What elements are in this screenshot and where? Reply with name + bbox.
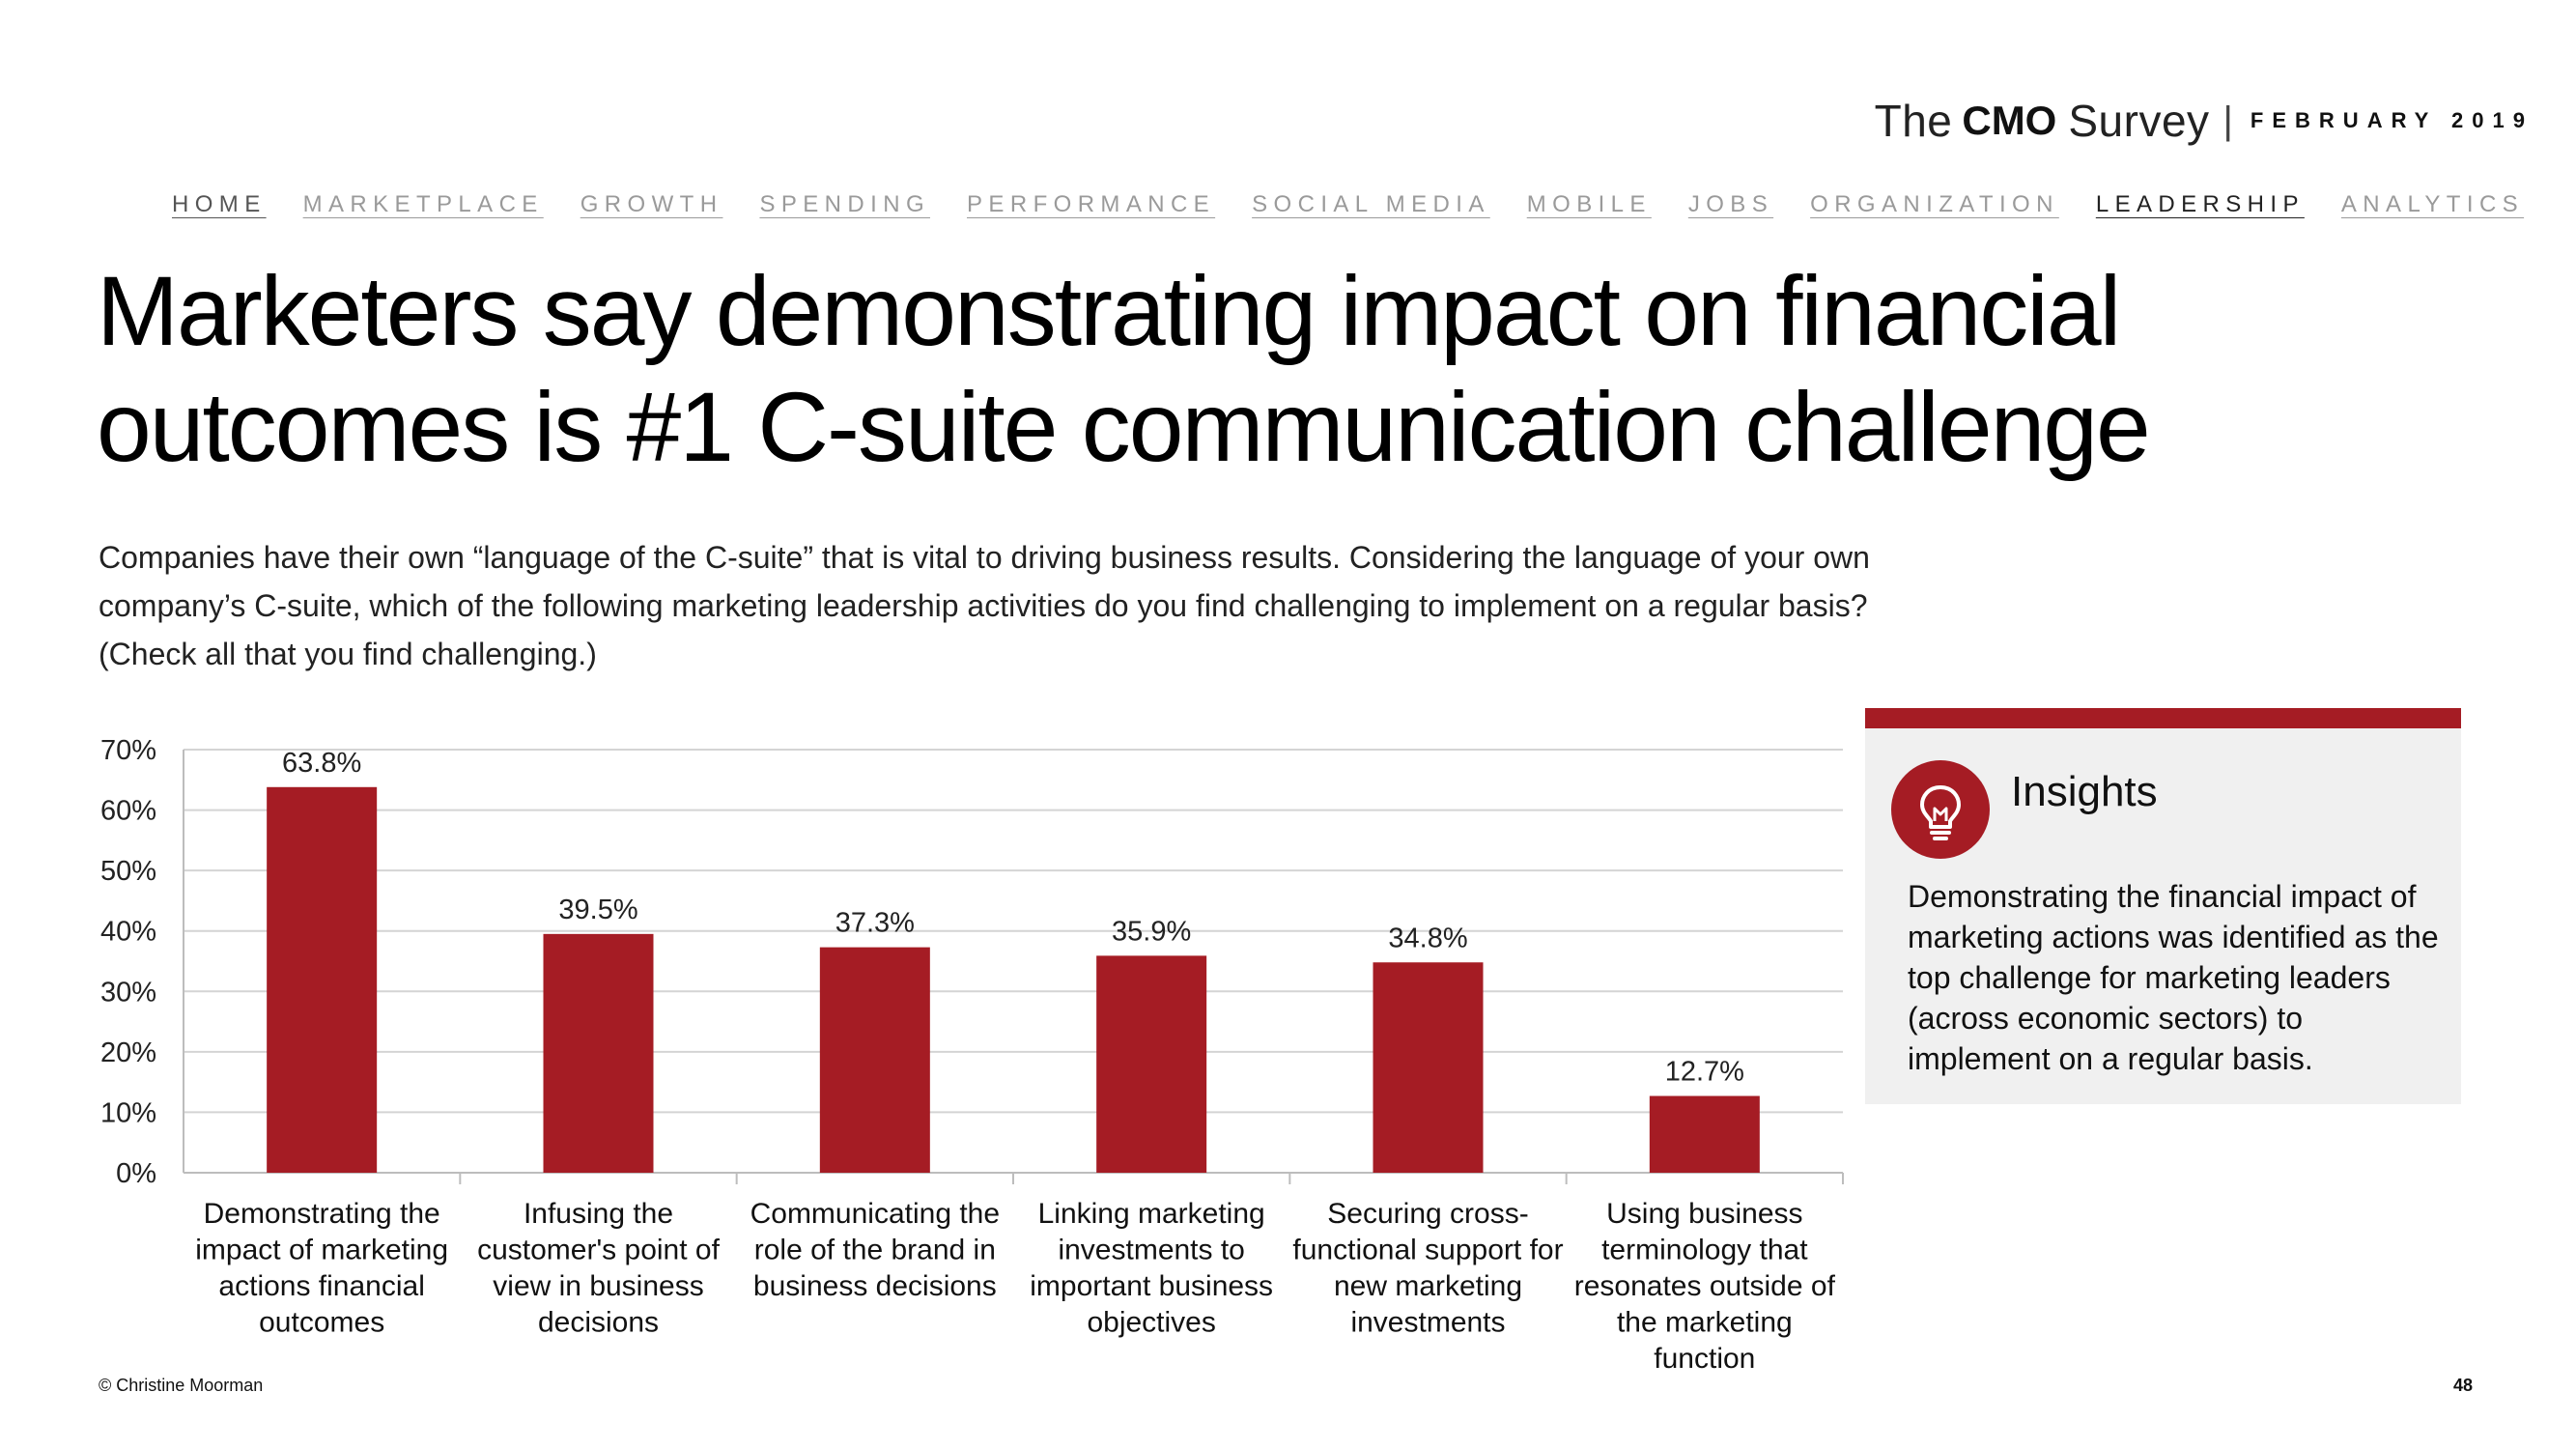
brand-survey: Survey xyxy=(2068,96,2210,146)
bar-value-label: 35.9% xyxy=(1112,916,1191,947)
y-tick-label: 10% xyxy=(100,1097,156,1128)
nav-jobs[interactable]: JOBS xyxy=(1687,191,1774,217)
x-category-label: Linking marketing xyxy=(1038,1198,1265,1230)
nav-organization[interactable]: ORGANIZATION xyxy=(1810,191,2059,217)
insights-accent-bar xyxy=(1865,708,2461,728)
page-title: Marketers say demonstrating impact on fi… xyxy=(97,253,2318,485)
x-category-label: impact of marketing xyxy=(195,1235,448,1266)
x-category-label: business decisions xyxy=(753,1270,997,1302)
survey-question: Companies have their own “language of th… xyxy=(99,540,1870,671)
bar-chart: 0% 10% 20% 30% 40% 50% 60% 70% 63.8% Demonstratin… xyxy=(100,735,1844,1372)
x-category-label: function xyxy=(1654,1343,1755,1372)
title-line-1: Marketers say demonstrating impact on fi… xyxy=(97,256,2121,366)
x-category-label: functional support for xyxy=(1292,1235,1563,1266)
bar xyxy=(267,786,378,1173)
report-date: FEBRUARY 2019 xyxy=(2250,108,2534,132)
x-category-label: Communicating the xyxy=(750,1198,1000,1230)
y-tick-label: 40% xyxy=(100,917,156,948)
insights-panel: Insights Demonstrating the financial imp… xyxy=(1865,708,2461,1104)
x-category-label: outcomes xyxy=(259,1307,384,1339)
copyright: © Christine Moorman xyxy=(99,1376,264,1395)
x-category-label: the marketing xyxy=(1617,1307,1793,1339)
lightbulb-icon xyxy=(1891,760,1990,859)
x-category-label: investments xyxy=(1350,1307,1505,1339)
nav-marketplace[interactable]: MARKETPLACE xyxy=(302,191,544,217)
x-category-label: terminology that xyxy=(1601,1235,1808,1266)
nav-mobile[interactable]: MOBILE xyxy=(1526,191,1652,217)
nav-social-media[interactable]: SOCIAL MEDIA xyxy=(1252,191,1490,217)
bar xyxy=(543,933,654,1173)
brand-separator: | xyxy=(2222,99,2233,142)
y-tick-label: 0% xyxy=(116,1158,156,1189)
x-category-label: new marketing xyxy=(1334,1270,1522,1302)
bar-value-label: 12.7% xyxy=(1665,1057,1744,1088)
y-tick-label: 50% xyxy=(100,856,156,887)
bar xyxy=(819,947,930,1173)
x-category-label: decisions xyxy=(538,1307,659,1339)
bar xyxy=(1649,1095,1760,1173)
x-category-label: Demonstrating the xyxy=(204,1198,440,1230)
x-category-label: objectives xyxy=(1087,1307,1215,1339)
bar xyxy=(1096,955,1207,1173)
nav-analytics[interactable]: ANALYTICS xyxy=(2340,191,2525,217)
y-tick-label: 20% xyxy=(100,1037,156,1068)
bar xyxy=(1373,962,1484,1173)
nav-growth[interactable]: GROWTH xyxy=(580,191,723,217)
x-category-label: Securing cross- xyxy=(1327,1198,1528,1230)
bar-value-label: 39.5% xyxy=(558,895,637,925)
insights-title: Insights xyxy=(2011,768,2158,815)
nav-home[interactable]: HOME xyxy=(172,191,267,217)
x-category-label: customer's point of xyxy=(477,1235,721,1266)
nav-leadership[interactable]: LEADERSHIP xyxy=(2095,191,2305,217)
insights-text: Demonstrating the financial impact of ma… xyxy=(1908,879,2439,1076)
bar-value-label: 34.8% xyxy=(1388,923,1467,953)
nav-performance[interactable]: PERFORMANCE xyxy=(967,191,1216,217)
bar-value-label: 37.3% xyxy=(835,908,915,939)
x-category-label: resonates outside of xyxy=(1574,1270,1836,1302)
brand-the: The xyxy=(1874,96,1953,146)
top-navigation: HOME MARKETPLACE GROWTH SPENDING PERFORMANCE… xyxy=(172,191,2524,220)
brand-cmo: CMO xyxy=(1962,98,2057,143)
nav-spending[interactable]: SPENDING xyxy=(759,191,931,217)
page-number: 48 xyxy=(2453,1376,2474,1395)
title-line-2: outcomes is #1 C-suite communication cha… xyxy=(97,372,2151,482)
y-tick-label: 60% xyxy=(100,796,156,827)
x-category-label: view in business xyxy=(493,1270,703,1302)
x-category-label: important business xyxy=(1030,1270,1273,1302)
x-category-label: Infusing the xyxy=(524,1198,673,1230)
x-category-label: role of the brand in xyxy=(754,1235,996,1266)
brand-header: The CMO Survey | FEBRUARY 2019 xyxy=(1875,87,2534,155)
x-category-label: investments to xyxy=(1058,1235,1244,1266)
x-category-label: Using business xyxy=(1606,1198,1802,1230)
bar-value-label: 63.8% xyxy=(282,748,361,779)
y-tick-label: 30% xyxy=(100,977,156,1008)
x-category-label: actions financial xyxy=(218,1270,424,1302)
y-tick-label: 70% xyxy=(100,735,156,766)
